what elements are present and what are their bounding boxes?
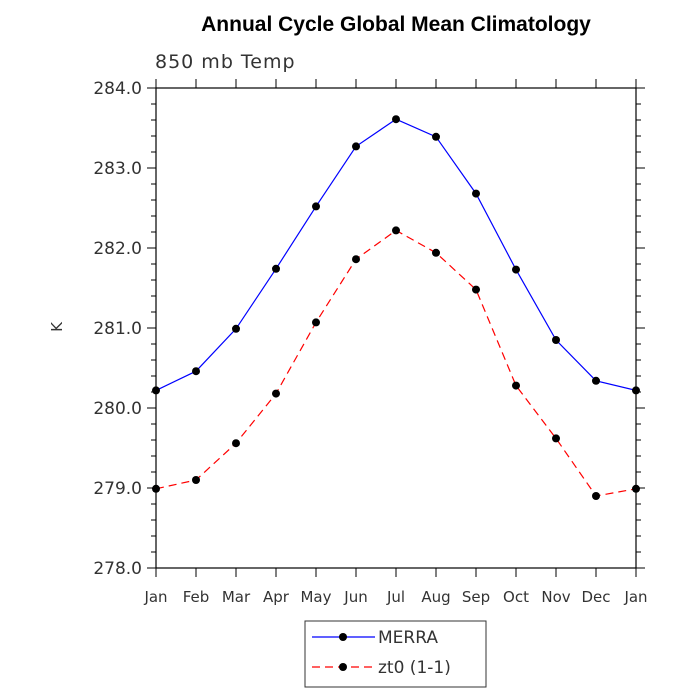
x-tick-labels: Jan Feb Mar Apr May Jun Jul Aug Sep Oct Nov Dec Jan bbox=[143, 588, 647, 606]
series-2-point bbox=[192, 476, 200, 484]
y-tick-label: 280.0 bbox=[93, 399, 142, 419]
chart-subtitle: 850 mb Temp bbox=[155, 51, 296, 73]
series-2-point bbox=[232, 439, 240, 448]
series-1-point bbox=[512, 265, 520, 274]
x-tick-label: Jan bbox=[143, 588, 167, 606]
y-tick-label: 281.0 bbox=[93, 319, 142, 339]
y-tick-label: 282.0 bbox=[93, 239, 142, 259]
y-tick-label: 279.0 bbox=[93, 479, 142, 499]
x-tick-label: Nov bbox=[541, 588, 570, 606]
series-2-point bbox=[432, 248, 440, 257]
series-1-point bbox=[472, 189, 480, 198]
series-layer bbox=[152, 115, 640, 500]
y-tick-label: 284.0 bbox=[93, 79, 142, 99]
series-line-2 bbox=[155, 229, 637, 497]
series-2-point bbox=[312, 318, 320, 327]
series-1-point bbox=[592, 376, 600, 385]
y-tick-labels: 278.0 279.0 280.0 281.0 282.0 283.0 284.0 bbox=[93, 79, 142, 579]
series-2-point bbox=[352, 255, 360, 264]
series-2-point bbox=[552, 434, 560, 443]
x-tick-label: Oct bbox=[503, 588, 529, 606]
x-tick-label: Jun bbox=[343, 588, 367, 606]
plot-frame bbox=[155, 87, 637, 569]
x-tick-label: Jul bbox=[386, 588, 405, 606]
series-1-point bbox=[432, 132, 440, 141]
series-2-point bbox=[272, 389, 280, 398]
legend-marker-1 bbox=[339, 633, 347, 641]
series-line-1 bbox=[155, 118, 637, 391]
series-2-point bbox=[472, 285, 480, 294]
chart-title: Annual Cycle Global Mean Climatology bbox=[201, 13, 591, 36]
x-tick-label: Feb bbox=[183, 588, 210, 606]
y-tick-label: 283.0 bbox=[93, 159, 142, 179]
series-2-point bbox=[392, 226, 400, 235]
y-tick-label: 278.0 bbox=[93, 559, 142, 579]
x-tick-label: Dec bbox=[581, 588, 610, 606]
series-1-point bbox=[352, 142, 360, 151]
legend-label-1: MERRA bbox=[378, 628, 438, 648]
x-tick-label: Aug bbox=[421, 588, 450, 606]
x-tick-label: Jan bbox=[623, 588, 647, 606]
x-tick-label: Apr bbox=[263, 588, 290, 606]
legend-marker-2 bbox=[339, 663, 347, 671]
series-2-point bbox=[512, 381, 520, 390]
series-1-point bbox=[552, 336, 560, 344]
legend-box bbox=[304, 620, 487, 688]
legend: MERRA zt0 (1-1) bbox=[304, 620, 487, 688]
series-1-point bbox=[272, 264, 280, 273]
series-1-point bbox=[232, 324, 240, 333]
series-1-point bbox=[392, 115, 400, 124]
legend-label-2: zt0 (1-1) bbox=[378, 658, 451, 678]
axis-ticks bbox=[147, 79, 645, 577]
x-tick-label: Mar bbox=[222, 588, 251, 606]
x-tick-label: May bbox=[300, 588, 331, 606]
y-axis-label: K bbox=[48, 321, 66, 332]
x-tick-label: Sep bbox=[462, 588, 490, 606]
series-1-point bbox=[312, 202, 320, 211]
series-2-point bbox=[592, 492, 600, 500]
series-1-point bbox=[192, 367, 200, 376]
